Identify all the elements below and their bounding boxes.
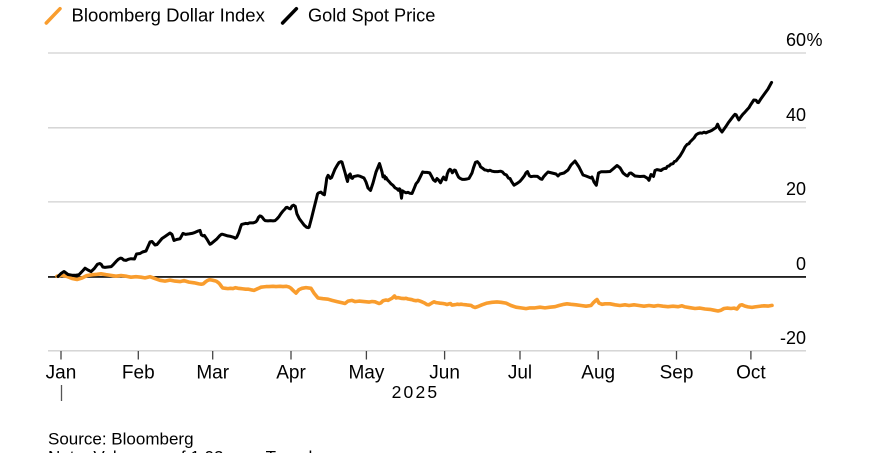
svg-text:May: May	[348, 363, 384, 384]
svg-text:-20: -20	[780, 328, 806, 348]
svg-text:Source: Bloomberg: Source: Bloomberg	[48, 430, 194, 449]
svg-text:Mar: Mar	[196, 363, 229, 384]
svg-text:Feb: Feb	[122, 363, 155, 384]
svg-text:0: 0	[796, 254, 806, 274]
svg-text:%: %	[807, 30, 823, 50]
svg-text:Sep: Sep	[660, 363, 694, 384]
svg-text:Jan: Jan	[46, 363, 77, 384]
svg-text:Gold Spot Price: Gold Spot Price	[308, 6, 435, 26]
svg-text:Oct: Oct	[736, 363, 766, 384]
svg-text:Jul: Jul	[508, 363, 532, 384]
svg-text:Note: Values as of 1:02 p.m. T: Note: Values as of 1:02 p.m. Tuesday	[48, 448, 331, 453]
svg-text:40: 40	[786, 105, 806, 125]
svg-text:2025: 2025	[392, 382, 440, 402]
svg-text:Apr: Apr	[276, 363, 306, 384]
svg-text:Aug: Aug	[581, 363, 615, 384]
svg-text:Bloomberg Dollar Index: Bloomberg Dollar Index	[72, 5, 266, 26]
svg-text:Jun: Jun	[429, 363, 460, 384]
svg-text:60: 60	[786, 30, 806, 50]
svg-text:20: 20	[786, 179, 806, 199]
